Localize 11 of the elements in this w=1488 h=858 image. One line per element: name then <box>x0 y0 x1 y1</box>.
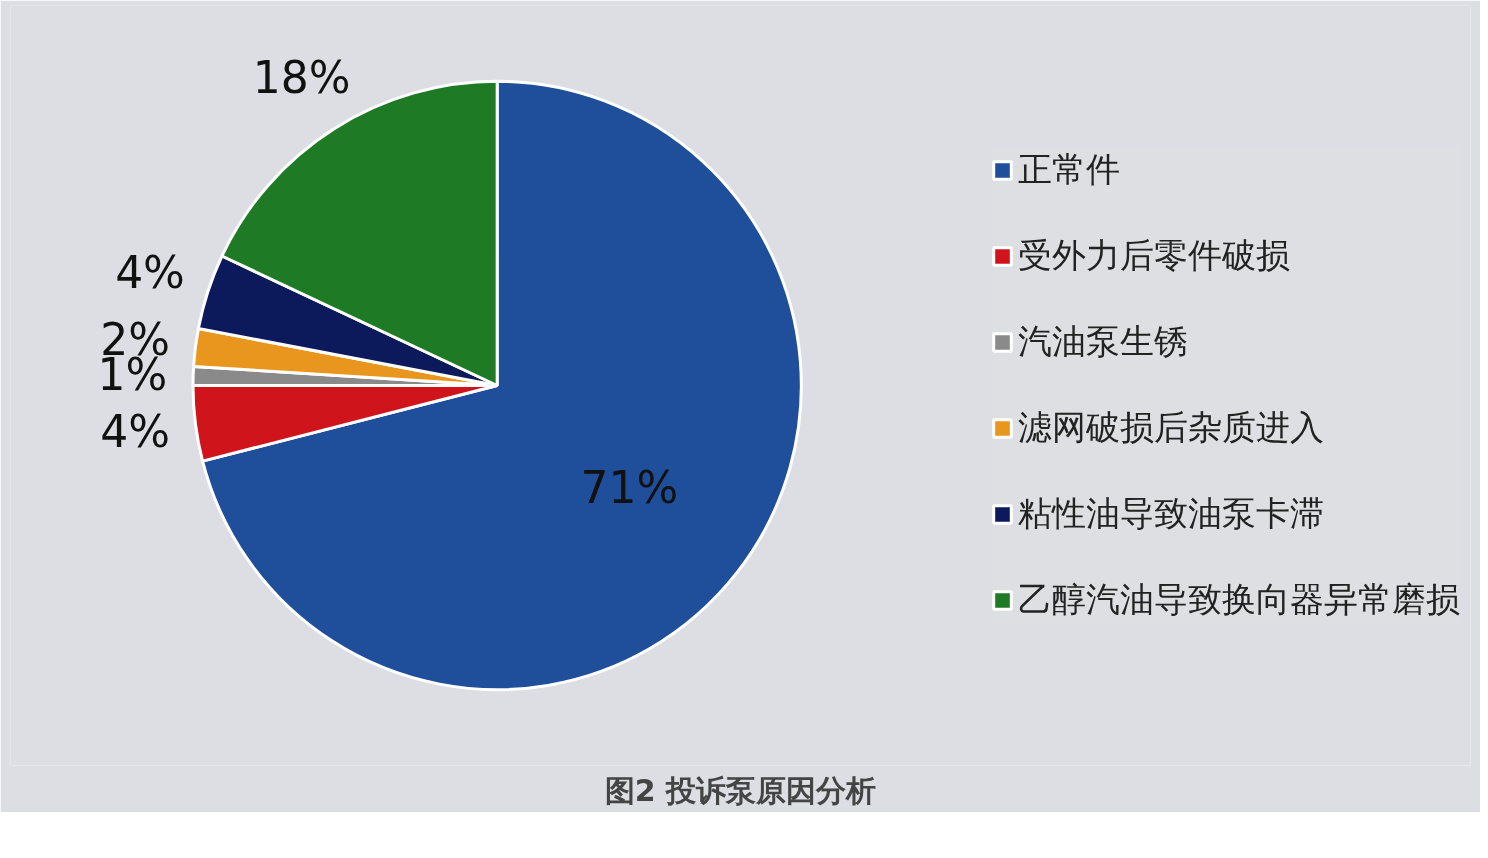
legend-label: 乙醇汽油导致换向器异常磨损 <box>1018 578 1460 621</box>
legend-label: 正常件 <box>1018 148 1120 191</box>
legend-label: 汽油泵生锈 <box>1018 320 1188 363</box>
text: 图2 投诉泵原因分析 <box>604 772 877 808</box>
legend-label: 粘性油导致油泵卡滞 <box>1018 492 1324 535</box>
data-label: 18% <box>252 51 351 103</box>
data-label: 71% <box>580 462 679 514</box>
data-label: 4% <box>115 247 185 299</box>
data-label: 4% <box>100 405 170 457</box>
legend-label: 受外力后零件破损 <box>1018 234 1290 277</box>
legend-label: 滤网破损后杂质进入 <box>1018 406 1324 449</box>
